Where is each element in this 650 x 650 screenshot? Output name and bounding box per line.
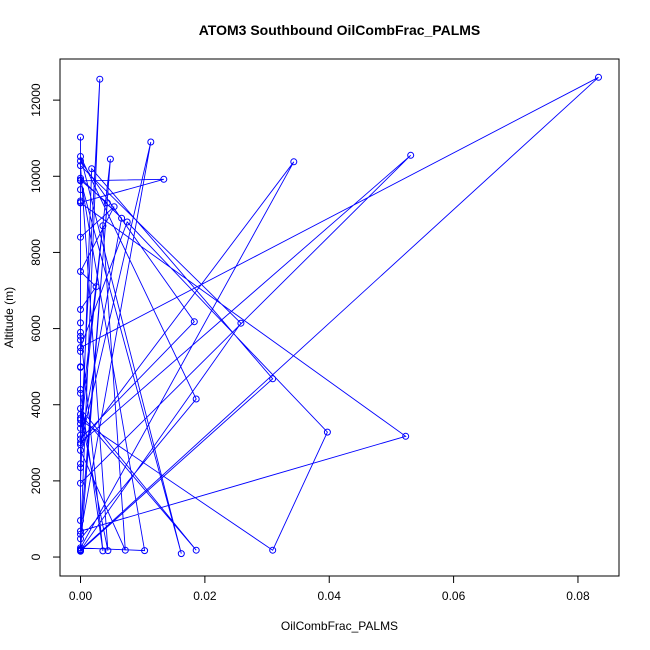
y-tick-label: 8000	[29, 239, 43, 266]
data-point	[407, 151, 415, 159]
data-point	[77, 157, 84, 165]
data-point	[77, 162, 84, 170]
data-point	[141, 547, 149, 555]
data-point	[77, 530, 84, 538]
data-point	[123, 218, 131, 226]
y-axis: 0 2000 4000 6000 8000 10000 12000	[29, 83, 61, 560]
data-point	[77, 363, 84, 371]
y-tick-label: 0	[29, 553, 43, 560]
x-axis-label: OilCombFrac_PALMS	[281, 619, 398, 633]
data-point	[77, 319, 84, 327]
data-point	[77, 389, 84, 397]
data-point	[269, 375, 277, 383]
data-point	[77, 517, 84, 524]
data-point	[160, 175, 168, 183]
x-axis: 0.00 0.02 0.04 0.06 0.08	[69, 575, 590, 603]
y-axis-label: Altitude (m)	[2, 287, 16, 348]
data-point	[77, 424, 84, 432]
data-point	[99, 547, 107, 555]
data-point	[77, 328, 84, 336]
data-point	[104, 547, 112, 555]
data-point	[77, 547, 84, 555]
data-point	[402, 432, 410, 440]
data-point	[77, 431, 84, 439]
data-point	[77, 527, 84, 535]
data-point	[269, 546, 277, 554]
data-point	[77, 306, 84, 313]
data-point	[77, 186, 84, 194]
data-point	[77, 446, 84, 454]
series-layer	[77, 73, 602, 558]
data-point	[77, 177, 84, 185]
y-tick-label: 4000	[29, 391, 43, 418]
data-point	[595, 73, 602, 81]
y-tick-label: 10000	[29, 159, 43, 193]
data-point	[99, 222, 107, 230]
data-point	[77, 464, 84, 472]
y-tick-label: 2000	[29, 467, 43, 494]
data-point	[77, 174, 84, 182]
x-tick-label: 0.08	[566, 589, 590, 603]
data-point	[77, 405, 84, 412]
data-point	[177, 550, 185, 558]
data-point	[77, 460, 84, 468]
y-tick-label: 12000	[29, 83, 43, 117]
data-point	[121, 546, 129, 554]
data-point	[88, 165, 96, 173]
data-point	[77, 332, 84, 340]
data-point	[192, 395, 200, 403]
data-point	[77, 420, 84, 428]
x-tick-label: 0.04	[318, 589, 342, 603]
data-point	[190, 318, 198, 326]
y-tick-label: 6000	[29, 315, 43, 342]
data-point	[77, 386, 84, 393]
data-point	[237, 319, 245, 327]
data-point	[77, 479, 84, 487]
data-point	[290, 158, 298, 166]
data-point	[110, 203, 118, 211]
series-line	[79, 76, 599, 554]
data-point	[77, 268, 84, 275]
data-point	[147, 138, 155, 146]
x-tick-label: 0.06	[442, 589, 466, 603]
data-point	[77, 336, 84, 344]
data-point	[77, 133, 84, 141]
x-tick-label: 0.02	[193, 589, 217, 603]
data-point	[77, 153, 84, 160]
x-tick-label: 0.00	[69, 589, 93, 603]
data-point	[118, 214, 126, 222]
data-point	[323, 428, 331, 436]
data-point	[103, 199, 111, 207]
data-point	[192, 546, 200, 554]
data-point	[77, 535, 84, 543]
chart-title: ATOM3 Southbound OilCombFrac_PALMS	[199, 22, 481, 38]
data-point	[77, 439, 84, 447]
data-point	[77, 344, 84, 352]
data-point	[96, 75, 104, 83]
data-point	[77, 233, 84, 241]
data-point	[77, 199, 84, 207]
data-point	[92, 283, 100, 291]
data-point	[106, 155, 114, 163]
data-point	[77, 347, 84, 355]
